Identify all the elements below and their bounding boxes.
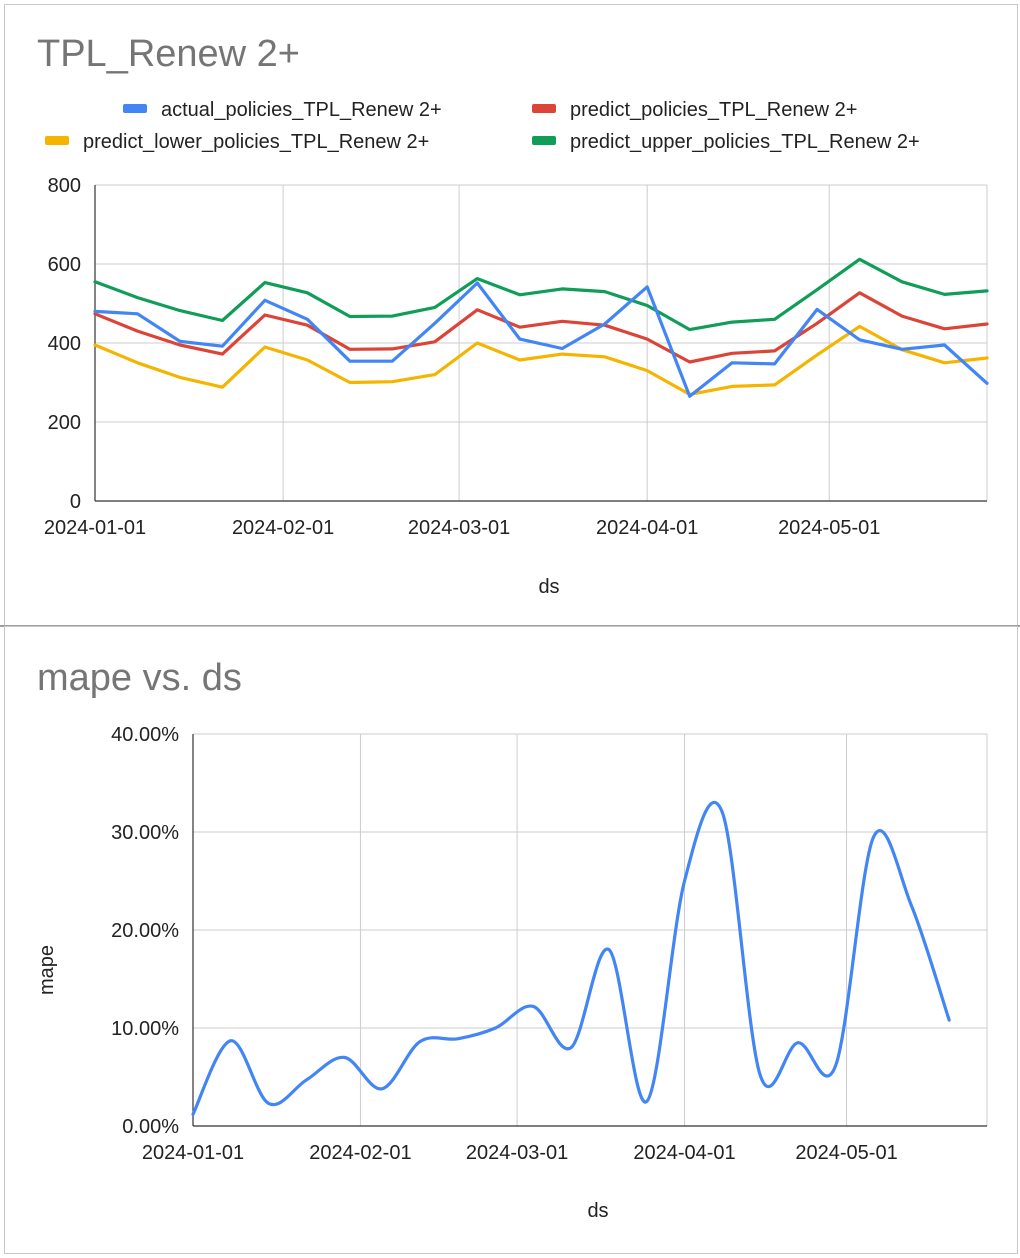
- x-tick-label: 2024-03-01: [408, 517, 510, 539]
- y-tick-label: 200: [48, 412, 81, 434]
- y-tick-label: 10.00%: [111, 1018, 179, 1040]
- chart-title-policies: TPL_Renew 2+: [37, 33, 300, 75]
- x-axis-title: ds: [538, 576, 559, 598]
- series-line: [191, 801, 951, 1116]
- series-line: [93, 324, 989, 396]
- y-tick-label: 400: [48, 333, 81, 355]
- x-tick-label: 2024-05-01: [778, 517, 880, 539]
- legend-label: predict_upper_policies_TPL_Renew 2+: [570, 131, 920, 153]
- legend-label: predict_policies_TPL_Renew 2+: [570, 99, 857, 121]
- y-tick-label: 0.00%: [122, 1116, 179, 1138]
- x-tick-label: 2024-04-01: [596, 517, 698, 539]
- x-tick-label: 2024-05-01: [795, 1142, 897, 1164]
- x-tick-label: 2024-02-01: [309, 1142, 411, 1164]
- legend-swatch: [45, 136, 69, 145]
- series-line: [93, 281, 989, 398]
- y-tick-label: 30.00%: [111, 822, 179, 844]
- x-axis-title: ds: [587, 1200, 608, 1222]
- policies-line-chart: 0 200 400 600 800 2024-01-01 2024-02-01 2024-03…: [44, 99, 989, 598]
- x-tick-label: 2024-01-01: [44, 517, 146, 539]
- legend-label: predict_lower_policies_TPL_Renew 2+: [83, 131, 429, 153]
- chart-panel-mape[interactable]: mape vs. ds 0.00% 10.00% 20.00% 30.00% 40.00…: [4, 626, 1018, 1254]
- x-tick-label: 2024-03-01: [466, 1142, 568, 1164]
- legend-swatch: [532, 136, 556, 145]
- legend-swatch: [123, 104, 147, 113]
- y-axis-title: mape: [36, 945, 58, 995]
- legend-label: actual_policies_TPL_Renew 2+: [161, 99, 442, 121]
- legend-swatch: [532, 104, 556, 113]
- chart-panel-policies[interactable]: TPL_Renew 2+ 0 200 400 600 800 2024-01-01 2024…: [4, 4, 1018, 625]
- y-tick-label: 20.00%: [111, 920, 179, 942]
- y-tick-label: 0: [70, 491, 81, 513]
- x-tick-label: 2024-04-01: [633, 1142, 735, 1164]
- x-tick-label: 2024-01-01: [142, 1142, 244, 1164]
- mape-line-chart: 0.00% 10.00% 20.00% 30.00% 40.00% 2024-01-01 2…: [36, 724, 988, 1222]
- x-tick-label: 2024-02-01: [232, 517, 334, 539]
- y-tick-label: 600: [48, 254, 81, 276]
- series-line: [93, 257, 989, 332]
- y-tick-label: 800: [48, 175, 81, 197]
- series-line: [93, 291, 989, 364]
- y-tick-label: 40.00%: [111, 724, 179, 746]
- chart-title-mape: mape vs. ds: [37, 657, 242, 699]
